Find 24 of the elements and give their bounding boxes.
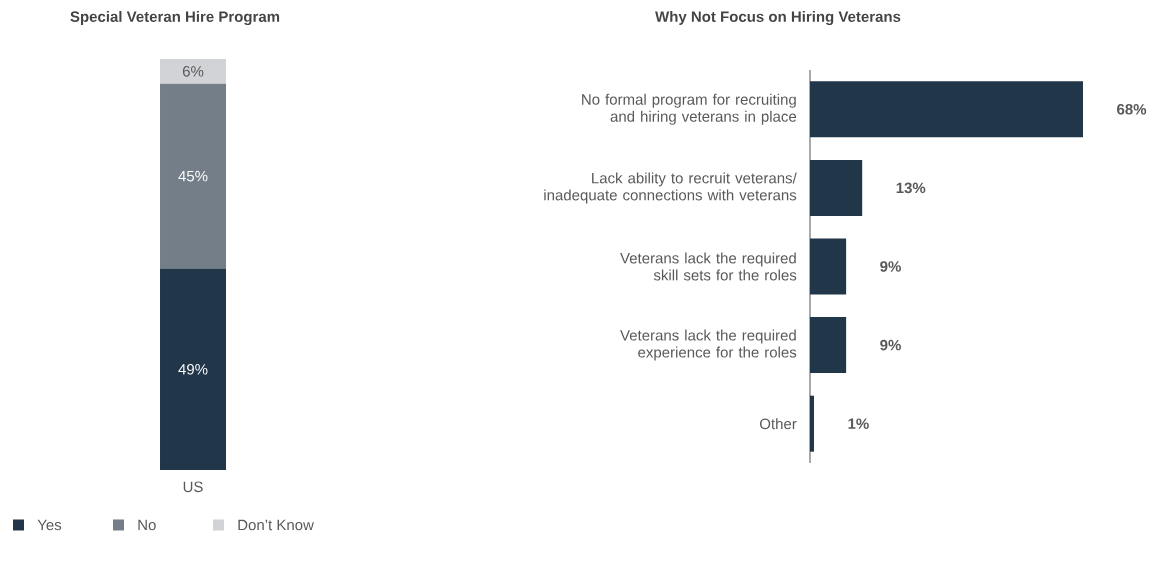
y-tick-label: No formal program for recruiting and hiring veterans in place	[582, 93, 797, 125]
bar	[810, 238, 847, 295]
data-label: 45%	[178, 170, 208, 182]
x-tick-label: US	[183, 481, 203, 493]
data-label: 9%	[880, 339, 901, 351]
data-label: 9%	[880, 261, 901, 272]
bar	[810, 159, 863, 216]
y-tick-label: Veterans lack the required experience for the roles	[620, 329, 797, 361]
data-label: 49%	[178, 363, 208, 375]
bar	[810, 317, 847, 374]
legend-label: No	[138, 519, 156, 531]
chart-title: Special Veteran Hire Program	[70, 10, 280, 26]
data-label: 13%	[896, 182, 926, 194]
data-label: 1%	[848, 418, 869, 429]
data-label: 68%	[1117, 103, 1147, 115]
bar	[810, 81, 1083, 138]
y-tick-label: Veterans lack the required skill sets for the roles	[620, 252, 797, 281]
legend-label: Don’t Know	[238, 519, 314, 531]
y-tick-label: Other	[759, 418, 797, 430]
legend-label: Yes	[37, 519, 62, 531]
bar	[810, 395, 815, 452]
y-tick-label: Lack ability to recruit veterans/ inadequate connections with veterans	[544, 172, 797, 204]
data-label: 6%	[182, 66, 204, 77]
chart-title: Why Not Focus on Hiring Veterans	[655, 10, 901, 26]
